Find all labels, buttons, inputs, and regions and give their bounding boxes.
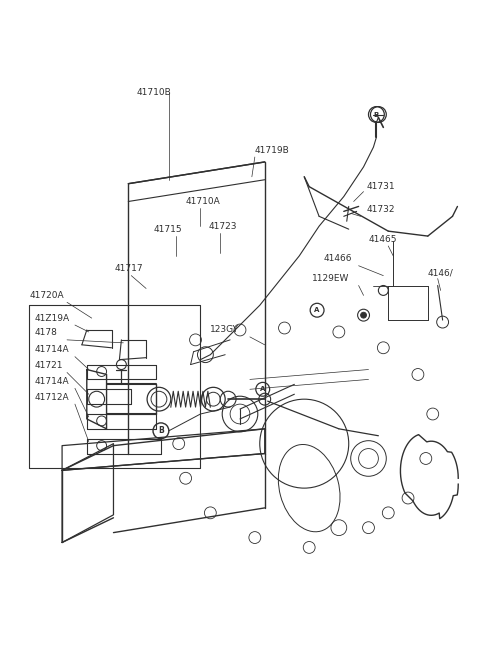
Text: 123GY: 123GY [210, 325, 240, 334]
Text: 41717: 41717 [114, 264, 143, 273]
Text: 1129EW: 1129EW [312, 274, 349, 283]
Text: 41714A: 41714A [35, 377, 69, 386]
Text: 41710A: 41710A [186, 197, 220, 206]
Ellipse shape [278, 445, 340, 532]
Text: 41Z19A: 41Z19A [35, 313, 70, 323]
Text: 41731: 41731 [367, 182, 395, 191]
Text: 41723: 41723 [208, 221, 237, 231]
Text: 4178: 4178 [35, 328, 57, 338]
Text: 41720A: 41720A [29, 291, 64, 300]
Text: 41712A: 41712A [35, 393, 69, 401]
Text: A: A [314, 307, 320, 313]
Text: 41732: 41732 [367, 205, 395, 214]
Text: A: A [260, 386, 265, 392]
Text: 4146/: 4146/ [428, 268, 454, 277]
Text: B: B [374, 112, 379, 118]
Text: 41721: 41721 [35, 361, 63, 370]
Text: 41715: 41715 [154, 225, 182, 234]
Text: 41719B: 41719B [255, 146, 289, 154]
Circle shape [360, 312, 367, 318]
Text: 41714A: 41714A [35, 345, 69, 354]
Text: 41710B: 41710B [136, 88, 171, 97]
Text: 41466: 41466 [324, 254, 352, 263]
Text: 41465: 41465 [369, 235, 397, 244]
Text: B: B [158, 426, 164, 436]
